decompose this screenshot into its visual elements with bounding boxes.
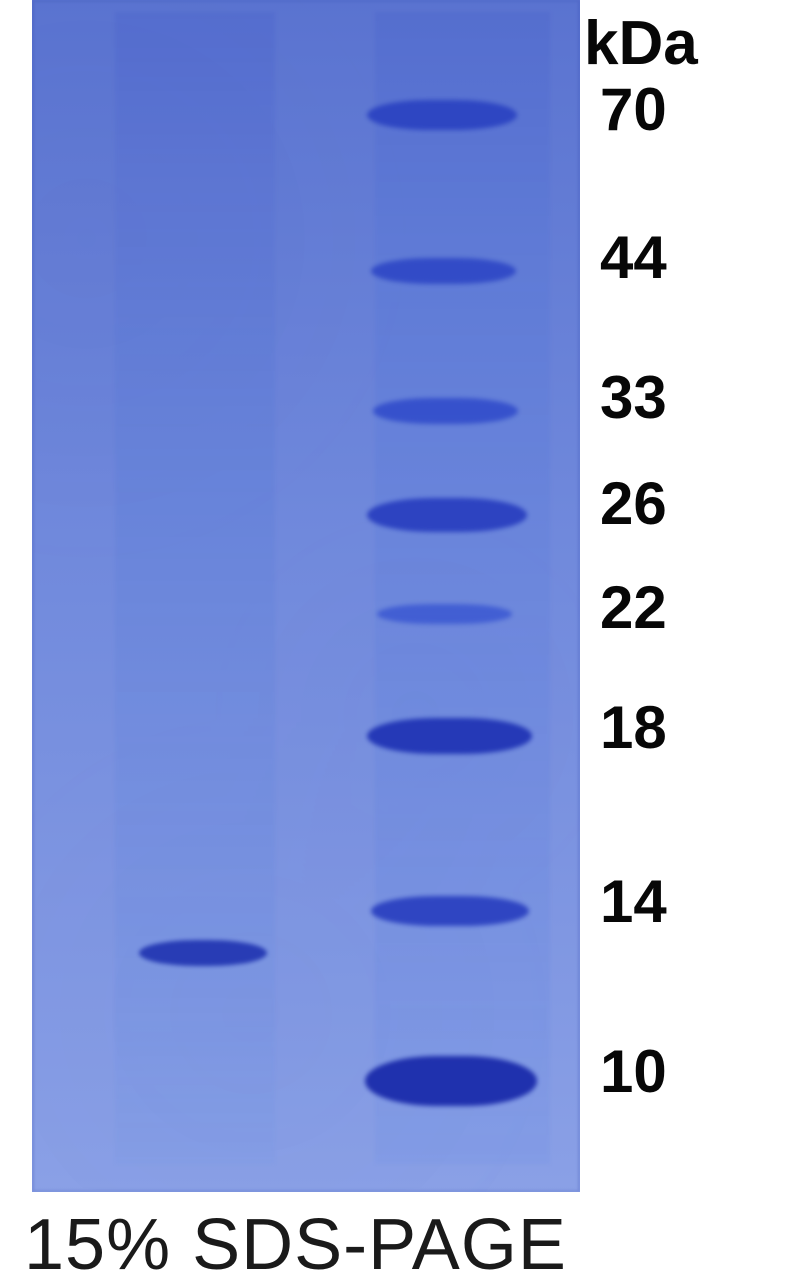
gel-figure: kDa 7044332622181410 15% SDS-PAGE [0,0,787,1280]
marker-label-10kda: 10 [600,1037,667,1106]
ladder-band-44kda [371,258,516,284]
sample-lane [115,12,275,1164]
ladder-band-18kda [367,718,532,754]
sample-band [139,940,267,966]
marker-label-22kda: 22 [600,573,667,642]
ladder-band-10kda [365,1056,537,1106]
caption-sds-page: 15% SDS-PAGE [24,1204,567,1286]
ladder-band-14kda [371,896,529,926]
marker-label-26kda: 26 [600,469,667,538]
ladder-lane [375,12,550,1164]
marker-label-14kda: 14 [600,867,667,936]
unit-label-kda: kDa [584,8,698,79]
marker-label-33kda: 33 [600,363,667,432]
marker-label-44kda: 44 [600,223,667,292]
ladder-band-22kda [377,604,512,624]
marker-label-18kda: 18 [600,693,667,762]
marker-label-70kda: 70 [600,75,667,144]
ladder-band-26kda [367,498,527,532]
gel-area [32,0,580,1192]
ladder-band-33kda [373,398,518,424]
ladder-band-70kda [367,100,517,130]
